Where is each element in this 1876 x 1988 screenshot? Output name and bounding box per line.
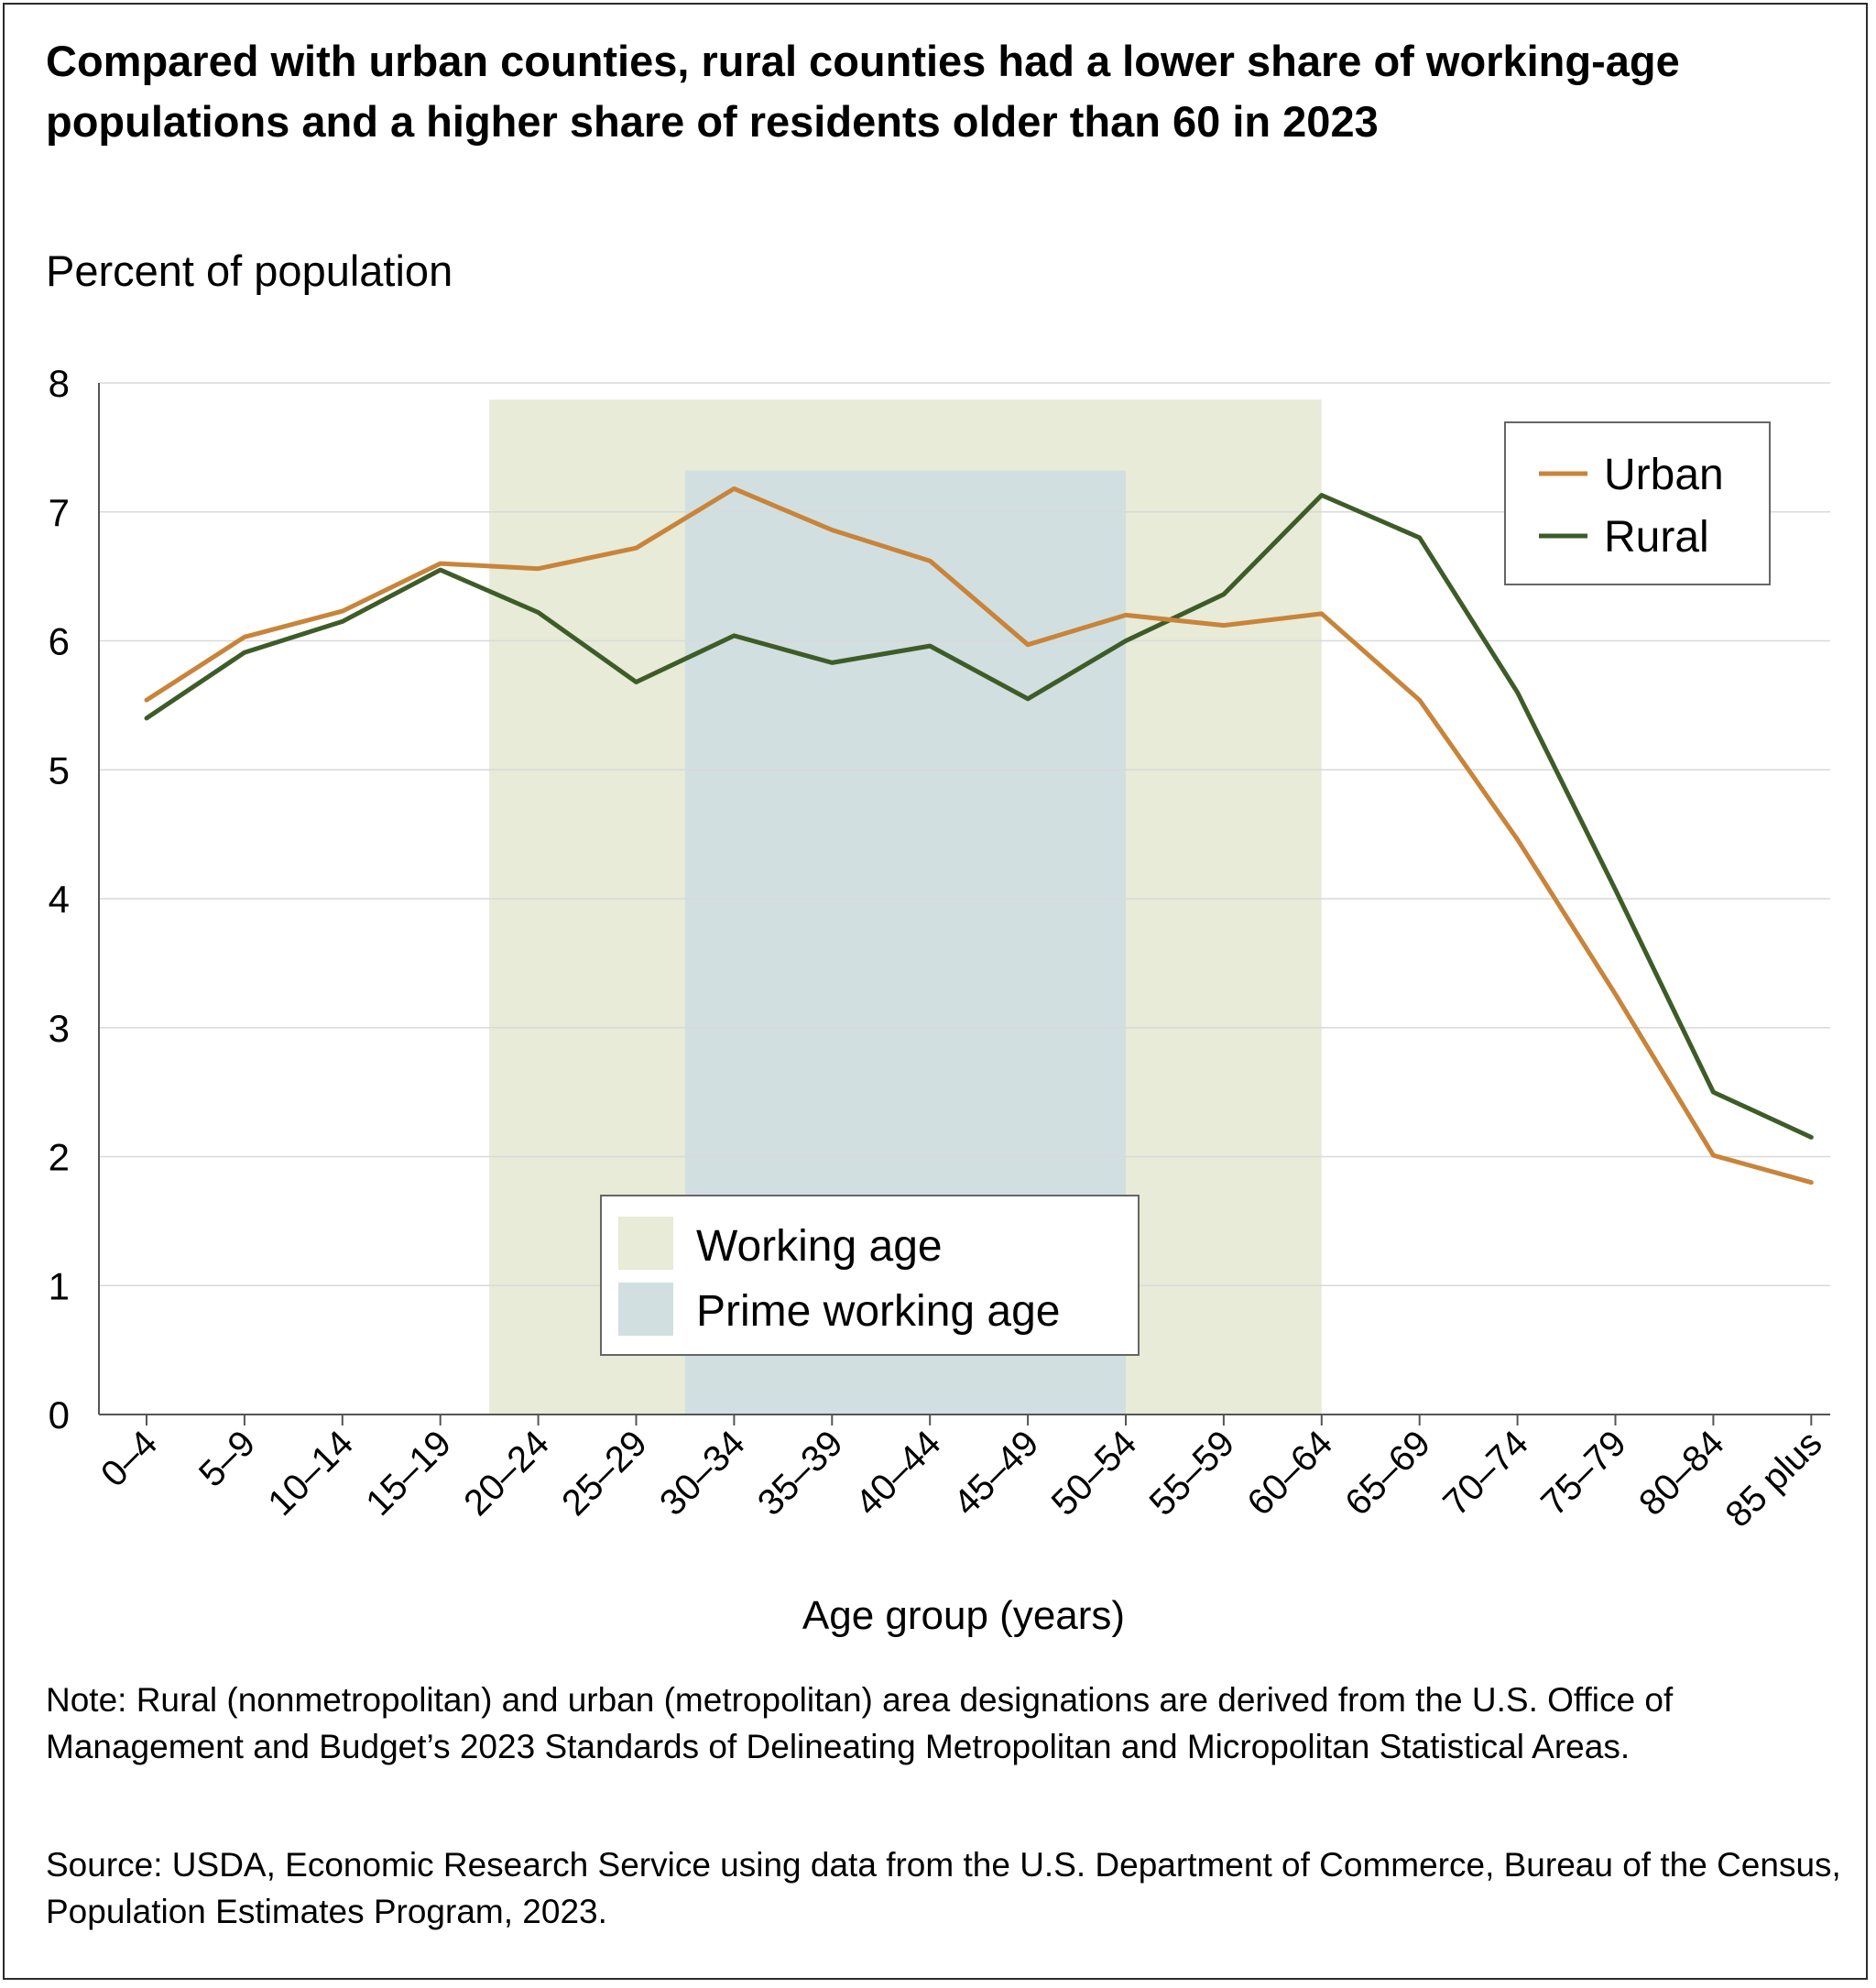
x-tick-label: 65–69 (1337, 1423, 1438, 1524)
x-tick-label: 0–4 (93, 1423, 165, 1494)
y-tick-label: 8 (49, 362, 70, 405)
series-line-rural (144, 493, 1814, 1140)
x-tick-label: 40–44 (848, 1423, 949, 1524)
chart-source: Source: USDA, Economic Research Service … (46, 1846, 1841, 1930)
chart-frame (3, 3, 1868, 1980)
series-lines (144, 486, 1814, 1185)
series-legend: Urban Rural (1504, 421, 1771, 585)
y-tick-label: 0 (49, 1393, 70, 1436)
y-tick-label: 1 (49, 1264, 70, 1307)
x-tick-label: 35–39 (750, 1423, 851, 1524)
x-tick-label: 45–49 (946, 1423, 1047, 1524)
x-tick-label: 55–59 (1141, 1423, 1242, 1524)
series-legend-box (1504, 421, 1771, 585)
legend-urban-label: Urban (1604, 451, 1724, 499)
x-tick-label: 15–19 (358, 1423, 459, 1524)
x-tick-label: 5–9 (191, 1423, 263, 1494)
x-tick-label: 75–79 (1533, 1423, 1634, 1524)
legend-working-age-swatch (618, 1217, 673, 1270)
x-tick-label: 25–29 (554, 1423, 655, 1524)
x-tick-label: 20–24 (456, 1423, 557, 1524)
region-legend: Working age Prime working age (600, 1195, 1140, 1356)
legend-prime-working-age-swatch (618, 1283, 673, 1336)
region-legend-box (600, 1195, 1140, 1356)
legend-prime-working-age-label: Prime working age (696, 1287, 1061, 1336)
x-tick-label: 80–84 (1631, 1423, 1732, 1524)
y-tick-label: 3 (49, 1007, 70, 1050)
y-tick-label: 4 (49, 878, 70, 921)
y-tick-label: 7 (49, 491, 70, 534)
x-tick-label: 50–54 (1044, 1423, 1145, 1524)
y-tick-label: 6 (49, 620, 70, 663)
x-tick-label: 30–34 (652, 1423, 753, 1524)
x-tick-label: 85 plus (1718, 1423, 1829, 1535)
chart-title: Compared with urban counties, rural coun… (46, 37, 1680, 146)
legend-working-age-label: Working age (696, 1222, 943, 1271)
y-tick-label: 2 (49, 1136, 70, 1179)
y-axis-title: Percent of population (46, 246, 453, 295)
x-tick-label: 70–74 (1435, 1423, 1536, 1524)
legend-rural-label: Rural (1604, 513, 1709, 562)
x-tick-label: 10–14 (260, 1423, 361, 1524)
x-axis-title: Age group (years) (802, 1593, 1125, 1638)
chart-note: Note: Rural (nonmetropolitan) and urban … (46, 1681, 1674, 1765)
series-line-urban (144, 486, 1814, 1185)
x-tick-label: 60–64 (1239, 1423, 1340, 1524)
line-chart: 0 1 2 3 4 5 6 7 8 0–4 5–910–1415–1920–2425–2930–34… (49, 362, 1830, 1638)
y-tick-label: 5 (49, 748, 70, 792)
